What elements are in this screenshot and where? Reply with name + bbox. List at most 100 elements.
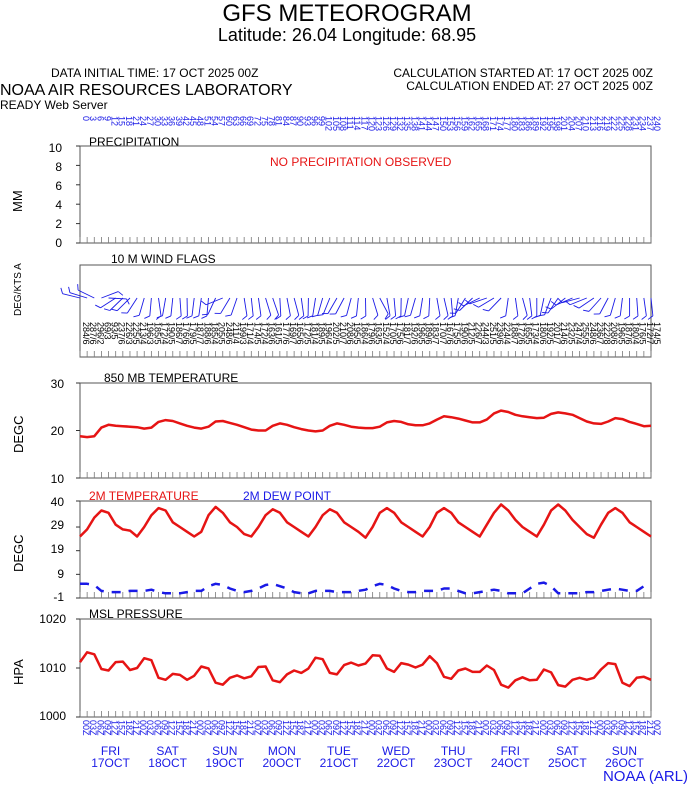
- wind-barb-flag: [604, 314, 611, 318]
- forecast-hour-label: 168: [481, 116, 491, 131]
- initial-time: DATA INITIAL TIME: 17 OCT 2025 00Z: [51, 66, 259, 80]
- wind-barb: [198, 297, 202, 316]
- wind-direction-label: 170/5: [388, 322, 398, 345]
- wind-barb-flag: [103, 308, 111, 311]
- utc-hour-label: 00Z: [138, 720, 148, 736]
- utc-hour-label: 15Z: [402, 720, 412, 736]
- wind-barb: [327, 297, 338, 314]
- wind-barb: [149, 297, 152, 316]
- forecast-hour-label: 66: [238, 116, 248, 126]
- wind-barb-flag: [126, 298, 130, 305]
- wind-barb-flag: [550, 301, 557, 306]
- wind-direction-label: 248/6: [588, 322, 598, 345]
- utc-hour-label: 00Z: [367, 720, 377, 736]
- wind-direction-label: 212/5: [466, 322, 476, 345]
- forecast-hour-label: 54: [209, 116, 219, 126]
- utc-hour-label: 12Z: [281, 720, 291, 736]
- wind-barb: [126, 297, 138, 314]
- forecast-hour-label: 216: [595, 116, 605, 131]
- noaa-credit: NOAA (ARL): [602, 768, 688, 785]
- utc-hour-label: 21Z: [645, 720, 655, 736]
- day-date-label: 19OCT: [205, 756, 244, 770]
- wind-direction-label: 248/6: [224, 322, 234, 345]
- wind-direction-label: 176/6: [181, 322, 191, 345]
- wind-barb: [443, 297, 449, 316]
- forecast-hour-label: 117: [359, 116, 369, 130]
- forecast-hour-label: 48: [195, 116, 205, 126]
- utc-hour-label: 21Z: [359, 720, 369, 736]
- forecast-hour-label: 165: [474, 116, 484, 131]
- wind-barb: [410, 297, 416, 316]
- forecast-hour-label: 204: [566, 116, 576, 131]
- wind-barb: [356, 297, 359, 316]
- y-tick-label: 1010: [39, 661, 66, 675]
- forecast-hour-label: 60: [224, 116, 234, 126]
- utc-hour-label: 09Z: [502, 720, 512, 736]
- wind-barb: [265, 297, 272, 316]
- wind-direction-label: 179/6: [367, 322, 377, 345]
- utc-hour-label: 06Z: [495, 720, 505, 736]
- forecast-hour-label: 51: [202, 116, 212, 126]
- utc-hour-label: 09Z: [217, 720, 227, 736]
- forecast-hour-label: 90: [295, 116, 305, 126]
- wind-barb: [100, 297, 116, 309]
- wind-direction-label: 192/6: [409, 322, 419, 345]
- wind-barb: [643, 297, 647, 316]
- wind-direction-label: 173/4: [531, 322, 541, 345]
- wind-direction-label: 93/5: [110, 322, 120, 340]
- wind-direction-label: 196/5: [416, 322, 426, 345]
- utc-hour-label: 00Z: [538, 720, 548, 736]
- y-tick-label: 8: [55, 160, 62, 174]
- wind-direction-label: 177/6: [281, 322, 291, 345]
- wind-barb: [555, 297, 573, 306]
- t2m-panel: [79, 500, 652, 599]
- wind-barb: [116, 297, 131, 312]
- y-tick-label: 4: [55, 198, 62, 212]
- utc-hour-label: 06Z: [552, 720, 562, 736]
- utc-hour-label: 03Z: [317, 720, 327, 736]
- forecast-hour-label: 9: [102, 116, 112, 121]
- wind-direction-label: 172/5: [302, 322, 312, 345]
- wind-direction-label: 174/5: [252, 322, 262, 345]
- wind-direction-label: 165/6: [295, 322, 305, 345]
- wind-barb: [539, 297, 545, 316]
- wind-direction-label: 175/5: [452, 322, 462, 345]
- wind-barb: [109, 297, 124, 311]
- utc-hour-label: 00Z: [81, 720, 91, 736]
- forecast-hour-label: 210: [581, 116, 591, 131]
- forecast-hour-label: 219: [602, 116, 612, 131]
- t850-title: 850 MB TEMPERATURE: [104, 371, 239, 385]
- y-tick-label: 10: [50, 472, 64, 486]
- wind-barb-flag: [573, 305, 580, 309]
- utc-hour-label: 09Z: [445, 720, 455, 736]
- forecast-hour-label: 63: [231, 116, 241, 126]
- day-date-label: 20OCT: [263, 756, 302, 770]
- forecast-hour-label: 39: [174, 116, 184, 126]
- wind-barb-flag: [641, 315, 647, 320]
- forecast-hour-label: 174: [495, 116, 505, 131]
- wind-barb-flag: [111, 308, 118, 312]
- utc-hour-label: 21Z: [131, 720, 141, 736]
- wind-direction-label: 180/6: [538, 322, 548, 345]
- wind-barb: [335, 297, 345, 315]
- wind-barb-flag: [266, 314, 272, 320]
- forecast-hour-label: 0: [81, 116, 91, 121]
- forecast-hour-label: 150: [438, 116, 448, 131]
- y-tick-label: 20: [50, 424, 64, 438]
- wind-direction-label: 224/4: [502, 322, 512, 345]
- wind-direction-label: 189/6: [424, 322, 434, 345]
- wind-barb: [230, 297, 238, 316]
- utc-hour-label: 12Z: [395, 720, 405, 736]
- y-tick-label: 30: [50, 377, 64, 391]
- wind-direction-label: 196/5: [616, 322, 626, 345]
- dewpoint-legend: 2M DEW POINT: [243, 489, 332, 503]
- wind-barb-flag: [531, 315, 538, 320]
- wind-barb: [619, 297, 623, 316]
- wind-barb: [179, 297, 182, 316]
- wind-barb-flag: [464, 299, 471, 305]
- forecast-hour-label: 96: [309, 116, 319, 126]
- wind-barb: [386, 297, 391, 316]
- utc-hour-label: 15Z: [345, 720, 355, 736]
- wind-barb: [569, 297, 587, 306]
